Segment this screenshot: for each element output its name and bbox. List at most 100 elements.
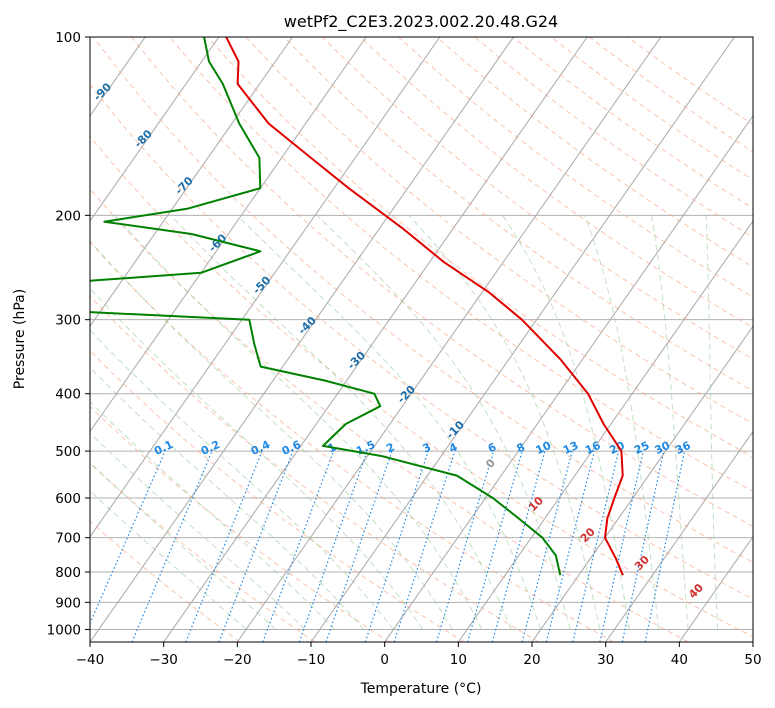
y-axis-label: Pressure (hPa) <box>12 289 28 389</box>
isotherm-line <box>90 37 514 642</box>
x-tick-label: 0 <box>380 652 389 668</box>
y-tick-label: 100 <box>55 30 81 46</box>
chart-title: wetPf2_C2E3.2023.002.20.48.G24 <box>284 12 558 32</box>
dry-adiabat <box>90 188 689 642</box>
moist-adiabat <box>650 215 689 630</box>
x-tick-label: 40 <box>671 652 688 668</box>
dry-adiabat <box>588 37 753 153</box>
moist-adiabat <box>502 215 630 630</box>
dry-adiabat <box>90 135 753 638</box>
isotherm-label: -30 <box>345 349 368 372</box>
dry-adiabat <box>474 37 753 239</box>
isotherm-line <box>90 37 367 433</box>
mixing-ratio-line <box>131 450 213 642</box>
dry-adiabat <box>550 37 753 181</box>
x-axis-label: Temperature (°C) <box>360 681 482 697</box>
y-tick-label: 900 <box>55 595 81 611</box>
plot-frame <box>89 36 754 643</box>
mixing-ratio-label: 10 <box>534 439 554 457</box>
isotherm-line <box>384 114 753 642</box>
isotherm-line <box>531 325 753 642</box>
dry-adiabat-label: 30 <box>632 553 652 573</box>
mixing-ratio-label: 30 <box>653 439 673 457</box>
mixing-ratio-label: 16 <box>583 439 603 457</box>
moist-adiabat <box>90 400 335 630</box>
mixing-ratio-label: 0.1 <box>152 438 175 458</box>
mixing-ratio-line <box>364 450 429 642</box>
x-tick-label: −30 <box>149 652 178 668</box>
mixing-ratio-label: 3 <box>420 440 432 455</box>
mixing-ratio-label: 13 <box>561 439 580 457</box>
mixing-ratio-line <box>325 450 393 642</box>
dry-adiabat <box>169 37 753 492</box>
x-tick-label: 10 <box>450 652 467 668</box>
y-tick-label: 600 <box>55 491 81 507</box>
mixing-ratio-line <box>572 450 620 642</box>
dry-adiabat <box>90 462 315 642</box>
x-tick-label: −40 <box>76 652 105 668</box>
dry-adiabat <box>90 405 390 642</box>
moist-adiabat <box>90 366 365 630</box>
dry-adiabat <box>90 295 540 642</box>
isotherm-line <box>678 535 753 642</box>
dry-adiabat <box>90 83 753 600</box>
y-tick-label: 800 <box>55 565 81 581</box>
mixing-ratio-label: 25 <box>632 439 651 457</box>
y-tick-label: 700 <box>55 531 81 547</box>
moist-adiabat <box>90 287 424 630</box>
y-tick-label: 500 <box>55 444 81 460</box>
isotherm-label: -10 <box>444 418 467 441</box>
mixing-ratio-line <box>298 450 368 642</box>
dry-adiabat <box>321 37 753 360</box>
temperature-line <box>225 37 624 576</box>
dry-adiabat <box>131 37 753 527</box>
isotherm-line <box>310 37 735 642</box>
mixing-ratio-line <box>262 450 335 642</box>
moist-adiabat <box>584 215 660 630</box>
background-lines <box>90 37 753 642</box>
dry-adiabat <box>398 37 753 298</box>
moist-adiabat <box>90 432 306 630</box>
moist-adiabat <box>237 214 542 630</box>
x-tick-label: −10 <box>297 652 326 668</box>
y-tick-label: 400 <box>55 387 81 403</box>
mixing-ratio-line <box>435 450 495 642</box>
x-tick-label: 50 <box>744 652 761 668</box>
isotherm-line <box>90 37 441 538</box>
isotherm-label: -80 <box>132 127 155 150</box>
moist-adiabat <box>408 214 601 630</box>
y-tick-label: 300 <box>55 313 81 329</box>
moist-adiabat <box>90 462 276 630</box>
isotherm-line <box>752 641 753 642</box>
dewpoint-line <box>90 37 562 576</box>
isotherm-line <box>605 430 753 642</box>
axes: −40 −30 −20 −10 0 10 20 30 40 5010009008007006005… <box>47 30 762 668</box>
mixing-ratio-label: 20 <box>607 439 627 457</box>
isotherm-line <box>90 37 220 222</box>
dry-adiabat <box>92 37 753 563</box>
sounding-series <box>90 37 624 576</box>
mixing-ratio-line <box>90 450 166 625</box>
dry-adiabat <box>90 520 241 642</box>
dry-adiabat <box>90 241 614 642</box>
isotherm-line <box>236 37 662 642</box>
moist-adiabat <box>90 490 247 630</box>
mixing-ratio-label: 0.6 <box>280 438 303 458</box>
y-tick-label: 200 <box>55 208 81 224</box>
moist-adiabat <box>90 240 453 630</box>
isotherm-label: -90 <box>91 80 114 103</box>
y-tick-label: 1000 <box>47 622 81 638</box>
moist-adiabat <box>170 214 512 630</box>
isotherm-label: -20 <box>395 383 418 406</box>
mixing-ratio-label: 0.2 <box>199 438 222 458</box>
isopleth-labels: 0.1 0.2 0.4 0.6 1 1.5 2 3 4 6 8 10 13 16 20 25 30 36-100-… <box>91 80 706 601</box>
dry-adiabat <box>436 37 753 268</box>
moist-adiabat <box>90 329 394 630</box>
mixing-ratio-line <box>466 450 523 642</box>
x-tick-label: 30 <box>597 652 614 668</box>
dry-adiabat-label: 40 <box>686 581 706 601</box>
mixing-ratio-line <box>491 450 546 642</box>
mixing-ratio-line <box>393 450 456 642</box>
mixing-ratio-label: 0.4 <box>249 438 272 458</box>
